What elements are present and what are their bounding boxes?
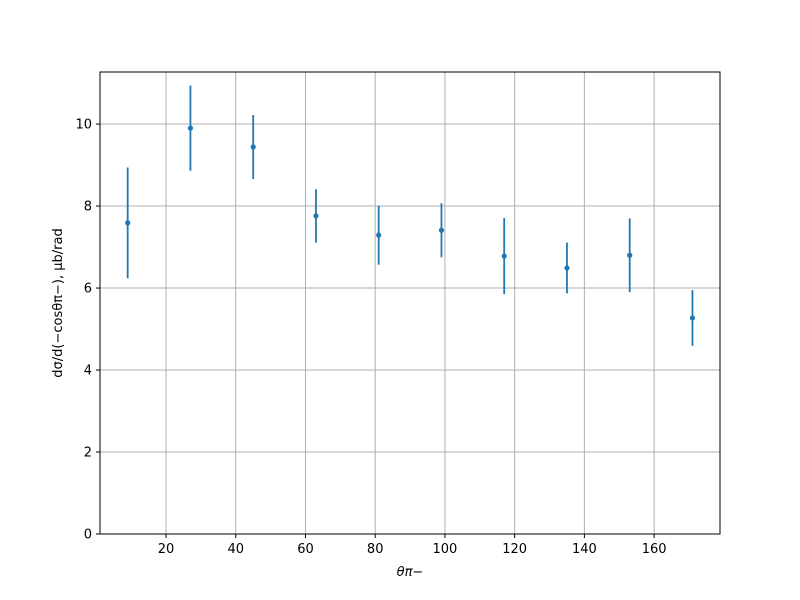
data-point <box>501 253 507 259</box>
x-tick-label: 80 <box>367 542 384 557</box>
x-tick-label: 60 <box>297 542 314 557</box>
data-point <box>564 265 570 271</box>
data-point <box>187 125 194 131</box>
y-tick-label: 0 <box>84 528 92 543</box>
x-tick-label: 120 <box>502 542 527 557</box>
data-point <box>250 144 256 150</box>
y-tick-label: 4 <box>84 364 92 379</box>
x-tick-label: 20 <box>158 542 175 557</box>
plot-frame <box>99 71 721 535</box>
y-tick-label: 8 <box>84 200 92 215</box>
data-point <box>376 232 382 238</box>
y-tick-label: 2 <box>84 446 92 461</box>
x-tick-label: 100 <box>433 542 458 557</box>
x-tick-label: 40 <box>227 542 244 557</box>
data-point <box>627 252 633 258</box>
x-tick-label: 160 <box>642 542 667 557</box>
x-tick-label: 140 <box>572 542 597 557</box>
data-point <box>313 213 319 219</box>
y-axis-label: dσ/d(−cosθπ−), μb/rad <box>51 228 66 377</box>
y-tick-label: 10 <box>75 118 92 133</box>
data-point <box>125 220 131 226</box>
data-point <box>438 227 445 233</box>
x-axis-label: θπ− <box>397 565 424 580</box>
data-point <box>689 315 696 321</box>
y-tick-label: 6 <box>84 282 92 297</box>
